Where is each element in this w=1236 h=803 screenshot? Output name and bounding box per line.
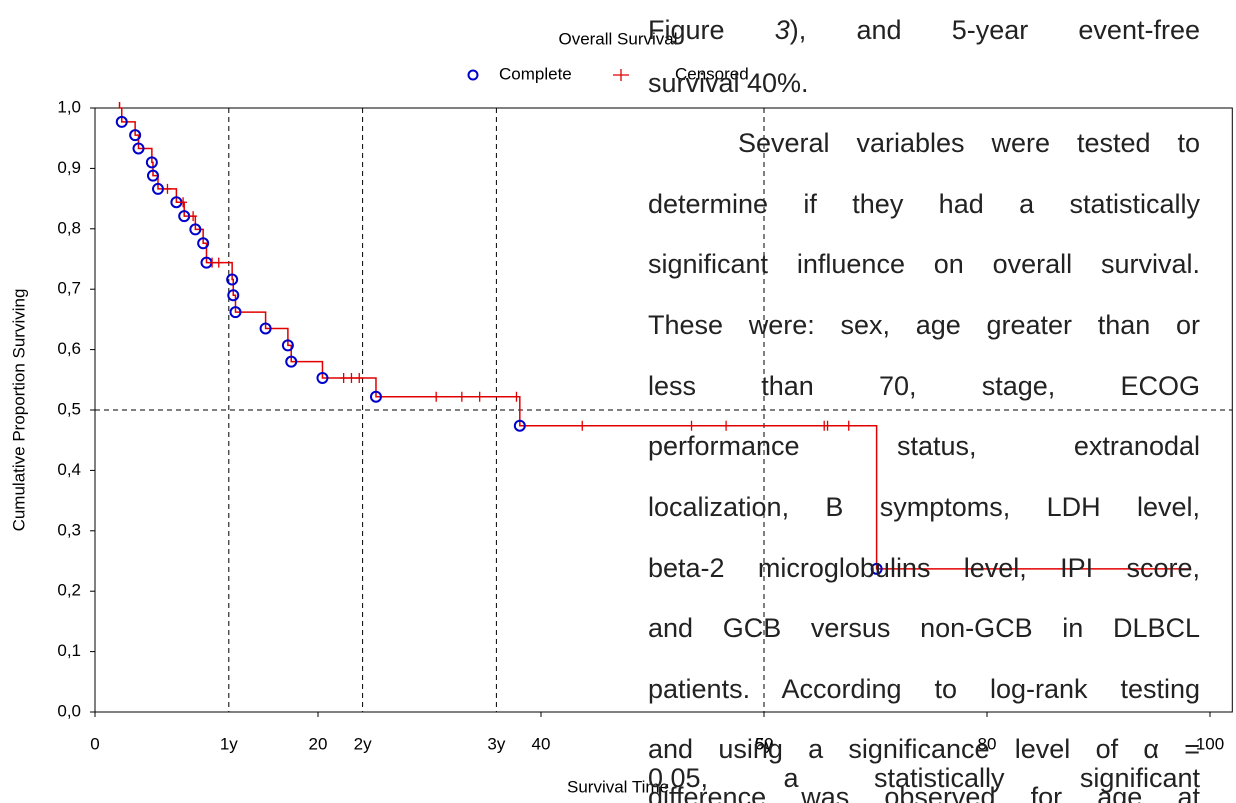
censor-marker (823, 420, 832, 431)
text-span: determine if they had a statistically (648, 189, 1200, 219)
censor-marker (339, 372, 348, 383)
event-marker (369, 390, 382, 403)
y-tick-label: 0,2 (57, 581, 81, 600)
censor-marker (432, 391, 441, 402)
paragraph-line: Figure 3), and 5-year event-free (648, 15, 1200, 45)
x-tick-label: 0 (90, 734, 99, 753)
event-marker (229, 306, 242, 319)
text-span: less than 70, stage, ECOG (648, 371, 1200, 401)
text-span: 0.05, a statistically significant (648, 763, 1200, 793)
x-axis-label: Survival Time (567, 777, 669, 796)
event-marker (513, 419, 526, 432)
censor-marker (179, 197, 188, 208)
censor-marker (457, 391, 466, 402)
censor-marker (347, 372, 356, 383)
paragraph-line: less than 70, stage, ECOG (648, 371, 1200, 401)
paragraph-line: localization, B symptoms, LDH level, (648, 492, 1200, 522)
y-axis-label: Cumulative Proportion Surviving (9, 289, 28, 532)
text-span: ), and 5-year event-free (789, 15, 1200, 45)
legend-marker (613, 69, 629, 81)
y-tick-label: 0,8 (57, 218, 81, 237)
paragraph-line: These were: sex, age greater than or (648, 310, 1200, 340)
y-tick-label: 1,0 (57, 97, 81, 116)
event-marker (151, 182, 164, 195)
x-tick-label: 60 (755, 734, 774, 753)
text-span: and GCB versus non-GCB in DLBCL (648, 613, 1200, 643)
y-tick-label: 0,9 (57, 158, 81, 177)
reference-label: 2y (354, 734, 372, 753)
y-tick-label: 0,7 (57, 279, 81, 298)
censor-marker (687, 420, 696, 431)
paragraph-line: significant influence on overall surviva… (648, 249, 1200, 279)
paragraph-line: performance status, extranodal (648, 431, 1200, 461)
event-marker (285, 355, 298, 368)
y-tick-label: 0,4 (57, 460, 81, 479)
event-marker (145, 156, 158, 169)
text-span: localization, B symptoms, LDH level, (648, 492, 1200, 522)
y-tick-label: 0,0 (57, 701, 81, 720)
event-marker (226, 273, 239, 286)
chart-title: Overall Survival (558, 29, 677, 48)
reference-label: 3y (487, 734, 505, 753)
censor-marker (844, 420, 853, 431)
text-span: beta-2 microglobulins level, IPI score, (648, 553, 1200, 583)
censor-marker (189, 211, 198, 222)
event-marker (316, 371, 329, 384)
event-marker (197, 237, 210, 250)
event-marker (189, 223, 202, 236)
reference-label: 1y (220, 734, 238, 753)
paragraph-line: difference was observed for age at (648, 782, 1200, 803)
paragraph-line: 0.05, a statistically significant (648, 763, 1200, 793)
event-marker (146, 169, 159, 182)
event-marker (227, 289, 240, 302)
text-span: Several variables were tested to (738, 128, 1200, 158)
x-tick-label: 100 (1196, 734, 1224, 753)
censor-marker (475, 391, 484, 402)
y-tick-label: 0,6 (57, 339, 81, 358)
text-span: significant influence on overall surviva… (648, 249, 1200, 279)
censor-marker (163, 183, 172, 194)
censor-marker (214, 257, 223, 268)
text-span: patients. According to log-rank testing (648, 674, 1200, 704)
paragraph-line: survival 40%. (648, 68, 809, 98)
legend-marker (467, 69, 479, 81)
censor-marker (208, 257, 217, 268)
text-span: performance status, extranodal (648, 431, 1200, 461)
text-span: Figure (648, 15, 775, 45)
paragraph-line: and GCB versus non-GCB in DLBCL (648, 613, 1200, 643)
paragraph-line: Several variables were tested to (738, 128, 1200, 158)
x-tick-label: 20 (309, 734, 328, 753)
censor-marker (355, 372, 364, 383)
paragraph-line: determine if they had a statistically (648, 189, 1200, 219)
x-tick-label: 80 (978, 734, 997, 753)
event-marker (129, 129, 142, 142)
paragraph-line: patients. According to log-rank testing (648, 674, 1200, 704)
text-span: and using a significance level of α = (648, 734, 1200, 764)
paragraph-line: and using a significance level of α = (648, 734, 1200, 764)
paragraph-line: beta-2 microglobulins level, IPI score, (648, 553, 1200, 583)
text-span: difference was observed for age at (648, 782, 1200, 803)
legend-label: Censored (675, 64, 749, 83)
legend-label: Complete (499, 64, 572, 83)
event-marker (132, 142, 145, 155)
text-span: 3 (774, 15, 790, 45)
event-marker (870, 562, 883, 575)
event-marker (115, 115, 128, 128)
text-span: survival 40%. (648, 68, 809, 98)
censor-marker (512, 391, 521, 402)
censor-marker (578, 420, 587, 431)
y-tick-label: 0,1 (57, 641, 81, 660)
reference-label: 5y (755, 734, 773, 753)
x-tick-label: 40 (532, 734, 551, 753)
event-marker (281, 339, 294, 352)
text-span: These were: sex, age greater than or (648, 310, 1200, 340)
censor-marker (722, 420, 731, 431)
event-marker (259, 322, 272, 335)
y-tick-label: 0,3 (57, 520, 81, 539)
y-tick-label: 0,5 (57, 399, 81, 418)
